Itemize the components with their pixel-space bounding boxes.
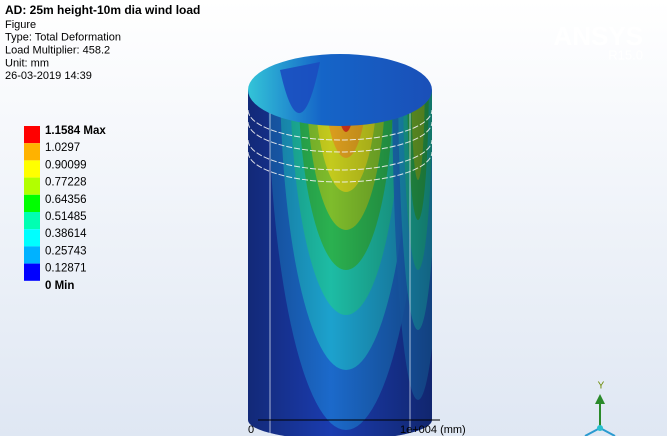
header-line: Unit: mm [5, 57, 49, 69]
legend-swatch [24, 126, 40, 143]
legend-swatch [24, 246, 40, 263]
header-line: 26-03-2019 14:39 [5, 70, 92, 82]
legend-swatch [24, 178, 40, 195]
legend-swatch [24, 195, 40, 212]
graphics-view: 1.1584 Max 1.0297 0.90099 0.77228 0.64356 0.5… [0, 0, 667, 436]
legend-label: 0.38614 [45, 228, 87, 240]
legend-label: 0.51485 [45, 211, 87, 223]
triad-label: Y [598, 381, 605, 392]
legend-swatch [24, 143, 40, 160]
legend-label: 0.77228 [45, 177, 87, 189]
legend-label: 1.0297 [45, 142, 80, 154]
header-line: Type: Total Deformation [5, 32, 121, 44]
viewport: 1.1584 Max 1.0297 0.90099 0.77228 0.64356 0.5… [0, 0, 667, 436]
legend-label: 0.64356 [45, 194, 87, 206]
legend-swatch [24, 229, 40, 246]
header-line: Load Multiplier: 458.2 [5, 45, 110, 57]
title: AD: 25m height-10m dia wind load [5, 3, 200, 17]
legend-label: 0.12871 [45, 263, 87, 275]
legend-label: 0.25743 [45, 245, 87, 257]
header-line: Figure [5, 19, 36, 31]
cylinder-opening [248, 54, 432, 126]
legend-label: 0 Min [45, 280, 74, 292]
logo-version: R15.0 [608, 47, 643, 62]
legend-swatch [24, 212, 40, 229]
legend-swatch [24, 264, 40, 281]
legend-swatch [24, 160, 40, 177]
legend-label: 1.1584 Max [45, 125, 106, 137]
scale-start: 0 [248, 424, 254, 436]
legend-label: 0.90099 [45, 159, 87, 171]
logo: ANSYS [553, 21, 643, 51]
scale-end: 1e+004 (mm) [400, 424, 466, 436]
